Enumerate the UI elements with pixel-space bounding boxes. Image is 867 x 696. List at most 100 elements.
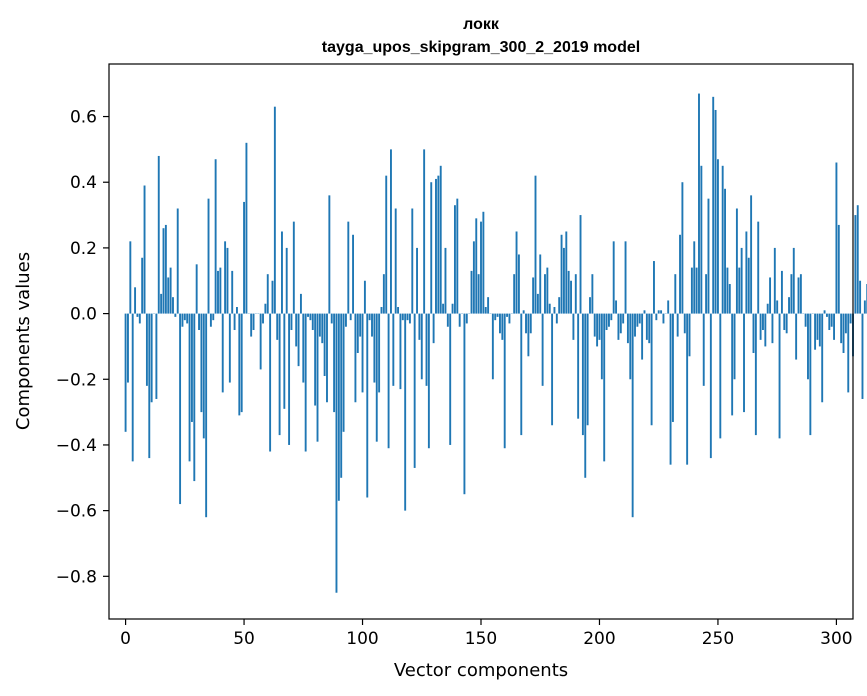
- bar: [172, 297, 174, 314]
- bar: [162, 228, 165, 314]
- bar: [856, 205, 859, 314]
- bar: [411, 208, 414, 314]
- bar: [304, 313, 307, 452]
- bar: [217, 270, 219, 314]
- bar: [617, 313, 620, 340]
- bar: [551, 313, 554, 426]
- bar: [458, 313, 461, 327]
- bar: [202, 313, 205, 439]
- bar: [174, 313, 177, 317]
- bar: [179, 313, 182, 505]
- bar: [541, 313, 544, 386]
- bar: [499, 313, 501, 334]
- bar: [676, 313, 679, 337]
- bar: [586, 313, 589, 426]
- bar: [584, 313, 587, 478]
- bar: [735, 208, 738, 314]
- bar: [529, 313, 532, 334]
- bar: [269, 313, 272, 452]
- bar: [570, 280, 572, 314]
- bar: [430, 182, 433, 314]
- bar: [477, 274, 480, 314]
- bar: [558, 297, 561, 314]
- bar: [390, 149, 392, 314]
- bar: [288, 313, 291, 445]
- bar: [783, 313, 786, 331]
- bar: [776, 300, 779, 314]
- bar: [205, 313, 208, 518]
- bar: [124, 313, 127, 432]
- bar: [382, 274, 385, 314]
- bar: [804, 313, 807, 327]
- bar: [276, 313, 279, 340]
- bar: [427, 313, 430, 449]
- bar: [728, 284, 731, 314]
- bar: [503, 313, 506, 449]
- bar: [378, 313, 381, 393]
- bar: [214, 159, 217, 314]
- bar: [714, 109, 717, 314]
- bar: [574, 274, 577, 314]
- bar: [316, 313, 319, 442]
- bar: [553, 307, 556, 314]
- bar: [138, 313, 141, 324]
- bar: [641, 313, 644, 360]
- bar: [259, 313, 262, 370]
- bar: [769, 277, 772, 314]
- bar: [432, 313, 435, 344]
- bar: [757, 221, 760, 314]
- bar: [231, 270, 234, 314]
- bar: [373, 313, 376, 383]
- bar: [825, 313, 828, 317]
- bar: [686, 313, 689, 465]
- bar: [307, 313, 309, 317]
- bar: [700, 165, 703, 314]
- bar: [698, 93, 700, 314]
- bar: [233, 313, 236, 331]
- bar: [863, 300, 866, 314]
- bar: [361, 313, 364, 393]
- bar: [404, 313, 407, 511]
- x-tick-label: 100: [346, 629, 378, 649]
- bar: [352, 234, 354, 314]
- bar: [693, 241, 696, 314]
- bar: [463, 313, 466, 495]
- bar: [375, 313, 378, 442]
- bar: [285, 247, 288, 314]
- bar: [243, 201, 246, 314]
- bar: [690, 267, 693, 314]
- bar: [342, 313, 345, 432]
- bar: [131, 313, 134, 462]
- bar: [354, 313, 357, 403]
- bar: [754, 313, 757, 436]
- bar: [449, 313, 452, 445]
- bar: [785, 313, 788, 334]
- bar: [612, 241, 615, 314]
- bar: [340, 313, 343, 478]
- bar: [181, 313, 184, 327]
- bar: [155, 313, 158, 399]
- bar: [837, 224, 840, 314]
- bar: [762, 313, 764, 331]
- x-tick-label: 200: [583, 629, 615, 649]
- bar: [709, 313, 712, 459]
- bar: [271, 280, 274, 314]
- bar: [681, 182, 684, 314]
- bar: [480, 221, 482, 314]
- bar: [788, 297, 790, 314]
- bar: [605, 313, 608, 331]
- x-tick-label: 0: [120, 629, 131, 649]
- bar: [337, 313, 340, 501]
- bar: [780, 270, 783, 314]
- bar: [619, 313, 622, 334]
- bar: [525, 313, 527, 334]
- bar: [752, 313, 755, 353]
- bar: [127, 313, 129, 383]
- bar: [136, 313, 139, 317]
- bar: [169, 267, 172, 314]
- bar: [522, 310, 525, 314]
- bar: [688, 313, 691, 357]
- bar: [328, 195, 331, 314]
